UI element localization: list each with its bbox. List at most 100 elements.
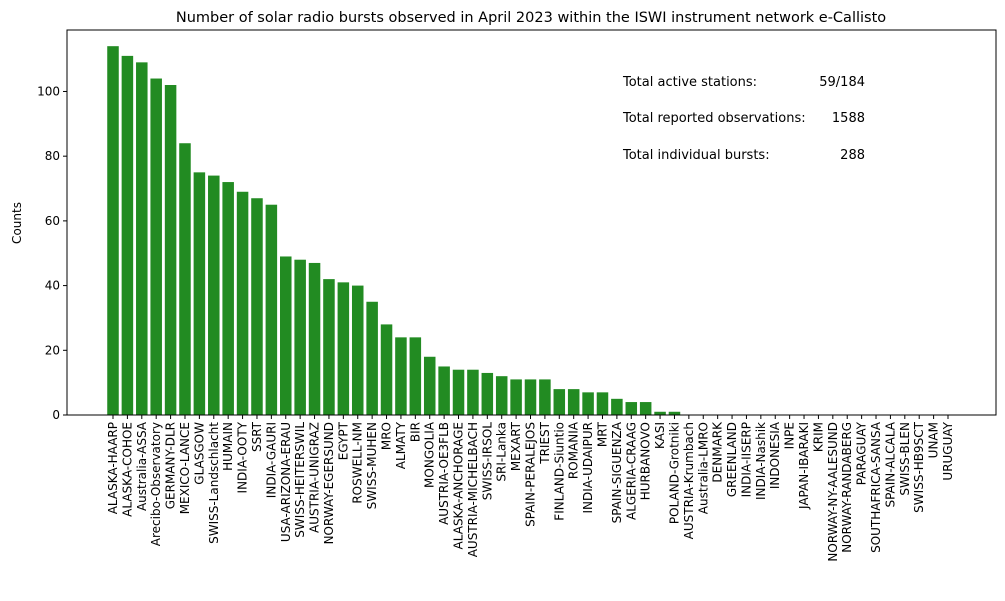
x-tick-label-31: FINLAND-Siuntio (552, 422, 566, 521)
bar-20 (395, 337, 407, 415)
x-tick-label-24: ALASKA-ANCHORAGE (452, 422, 466, 549)
x-tick-label-56: SWISS-HB9SCT (912, 421, 926, 512)
annotation-label-2: Total individual bursts: (622, 148, 770, 163)
bar-19 (380, 324, 393, 415)
bar-10 (251, 198, 263, 415)
bar-32 (567, 389, 580, 415)
x-tick-label-34: MRT (595, 421, 609, 447)
x-axis-ticks: ALASKA-HAARP ALASKA-COHOE Australia-ASSA Ar… (106, 415, 955, 562)
y-tick-label-3: 60 (45, 214, 60, 228)
bar-34 (596, 392, 609, 415)
x-tick-label-52: PARAGUAY (855, 421, 869, 485)
annotation-block: Total active stations: 59/184 Total report… (622, 75, 865, 163)
bar-26 (481, 372, 494, 415)
x-tick-label-18: SWISS-MUHEN (365, 422, 379, 509)
x-tick-label-37: HURBANOVO (639, 422, 653, 500)
x-tick-label-35: SPAIN-SIGUENZA (610, 421, 624, 523)
x-tick-label-20: ALMATY (394, 421, 408, 469)
x-tick-label-49: KRIM (811, 422, 825, 452)
bar-9 (236, 191, 249, 415)
x-tick-label-12: USA-ARIZONA-ERAU (279, 422, 293, 542)
x-tick-label-39: POLAND-Grotniki (667, 422, 681, 524)
x-tick-label-3: Arecibo-Observatory (149, 422, 163, 546)
y-axis-ticks: 0 20 40 60 80 100 (37, 84, 67, 422)
annotation-value-2: 288 (840, 148, 865, 163)
y-tick-label-4: 80 (45, 149, 60, 163)
bar-33 (582, 392, 594, 415)
x-tick-label-58: URUGUAY (941, 421, 955, 480)
x-tick-label-21: BIR (408, 422, 422, 442)
bar-7 (208, 175, 220, 415)
bar-4 (164, 85, 177, 415)
x-tick-label-15: NORWAY-EGERSUND (322, 422, 336, 544)
x-tick-label-13: SWISS-HEITERSWIL (293, 422, 307, 538)
x-tick-label-16: EGYPT (336, 421, 350, 460)
x-tick-label-19: MRO (380, 422, 394, 450)
y-tick-label-5: 100 (37, 84, 60, 98)
y-tick-label-2: 40 (45, 279, 60, 293)
annotation-value-0: 59/184 (819, 75, 865, 90)
x-tick-label-9: INDIA-OOTY (236, 421, 250, 493)
x-tick-label-54: SPAIN-ALCALA (883, 421, 897, 507)
bar-12 (280, 256, 292, 415)
x-tick-label-1: ALASKA-COHOE (120, 422, 134, 517)
x-tick-label-48: JAPAN-IBARAKI (797, 422, 811, 510)
bar-11 (265, 204, 278, 415)
bar-1 (121, 55, 134, 415)
x-tick-label-46: INDONESIA (768, 421, 782, 489)
chart-title: Number of solar radio bursts observed in… (176, 10, 886, 26)
bar-16 (337, 282, 350, 415)
annotation-value-1: 1588 (832, 111, 865, 126)
x-tick-label-5: MEXICO-LANCE (178, 422, 192, 514)
x-tick-label-45: INDIA-Nashik (754, 422, 768, 500)
bar-24 (452, 369, 465, 415)
bar-15 (323, 279, 335, 415)
x-tick-label-40: AUSTRIA-Krumbach (682, 422, 696, 539)
bar-6 (193, 172, 206, 415)
x-tick-label-44: INDIA-IISERP (739, 422, 753, 497)
bar-13 (294, 259, 306, 415)
x-tick-label-47: INPE (783, 422, 797, 449)
bar-5 (179, 143, 191, 416)
x-tick-label-4: GERMANY-DLR (164, 422, 178, 509)
plot-frame (66, 29, 997, 416)
x-tick-label-0: ALASKA-HAARP (106, 422, 120, 514)
x-tick-label-38: KASI (653, 422, 667, 449)
x-tick-label-42: DENMARK (711, 421, 725, 483)
x-tick-label-11: INDIA-GAURI (264, 422, 278, 498)
bar-25 (467, 369, 479, 415)
y-tick-label-1: 20 (45, 343, 60, 357)
y-axis-label: Counts (10, 202, 24, 244)
bar-30 (539, 379, 551, 415)
x-tick-label-41: Australia-LMRO (696, 422, 710, 514)
x-tick-label-27: SRI-Lanka (495, 422, 509, 482)
x-tick-label-55: SWISS-BLEN (898, 422, 912, 496)
x-tick-label-28: MEXART (509, 421, 523, 471)
annotation-label-0: Total active stations: (622, 75, 757, 90)
bar-37 (639, 402, 652, 415)
x-tick-label-53: SOUTHAFRICA-SANSA (869, 421, 883, 553)
x-tick-label-10: SSRT (250, 421, 264, 452)
x-tick-label-30: TRIEST (538, 421, 552, 464)
bar-14 (308, 262, 321, 415)
bar-3 (150, 78, 162, 415)
bar-35 (611, 398, 623, 415)
bar-28 (510, 379, 522, 415)
bar-29 (524, 379, 537, 415)
x-tick-label-57: UNAM (927, 422, 941, 458)
x-tick-label-51: NORWAY-RANDABERG (840, 422, 854, 553)
x-tick-label-29: SPAIN-PERALEJOS (524, 422, 538, 527)
x-tick-label-36: ALGERIA-CRAAG (624, 422, 638, 520)
bar-17 (351, 285, 364, 415)
bar-0 (107, 46, 119, 416)
bar-21 (409, 337, 422, 415)
bars-group (107, 46, 681, 416)
x-tick-label-17: ROSWELL-NM (351, 422, 365, 504)
x-tick-label-25: AUSTRIA-MICHELBACH (466, 422, 480, 557)
bar-2 (136, 62, 148, 415)
bar-36 (625, 402, 638, 415)
bar-22 (423, 356, 436, 415)
bar-23 (438, 366, 450, 415)
bar-39 (668, 411, 681, 415)
